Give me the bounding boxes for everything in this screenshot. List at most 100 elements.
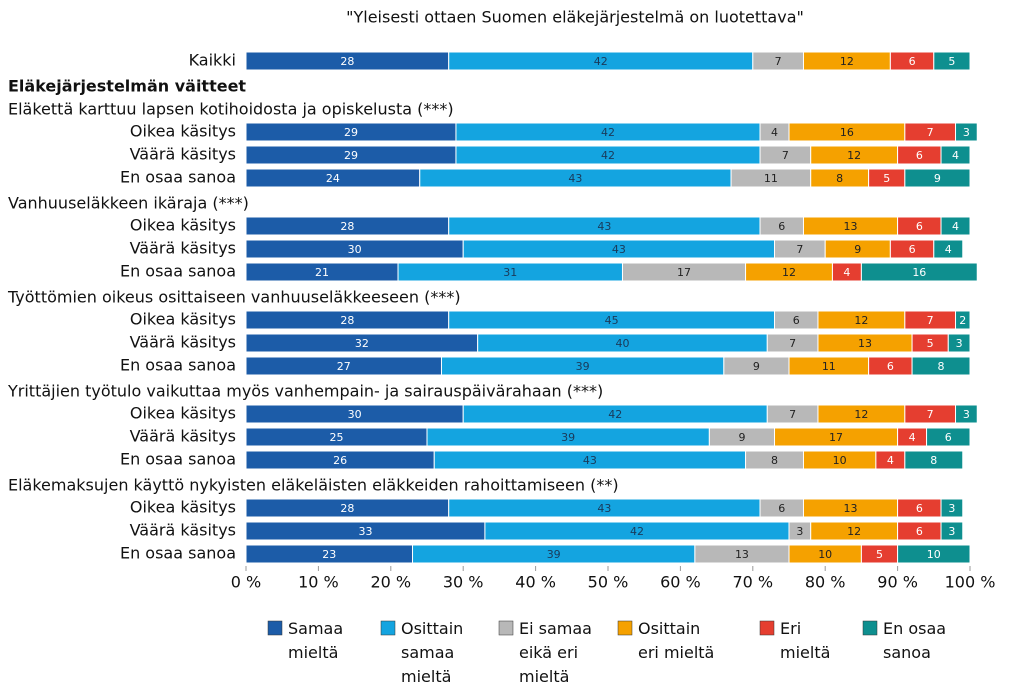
- value-label: 42: [601, 126, 615, 139]
- x-tick-label: 80 %: [805, 573, 846, 592]
- value-label: 40: [615, 337, 629, 350]
- value-label: 32: [355, 337, 369, 350]
- value-label: 5: [883, 172, 890, 185]
- legend-label: Osittain eri mieltä: [638, 619, 714, 662]
- legend-label: Eri mieltä: [780, 619, 830, 662]
- value-label: 3: [956, 337, 963, 350]
- legend-line: Osittain: [638, 619, 700, 638]
- value-label: 12: [840, 55, 854, 68]
- value-label: 39: [547, 548, 561, 561]
- legend-swatch: [862, 620, 878, 636]
- value-label: 43: [597, 502, 611, 515]
- value-label: 7: [927, 408, 934, 421]
- legend-line: eikä eri: [519, 643, 578, 662]
- legend-swatch: [380, 620, 396, 636]
- value-label: 28: [340, 55, 354, 68]
- x-tick-label: 30 %: [443, 573, 484, 592]
- value-label: 4: [771, 126, 778, 139]
- section-title: Eläkejärjestelmän väitteet: [8, 77, 246, 96]
- legend-line: Osittain: [401, 619, 463, 638]
- group-title: Eläkemaksujen käyttö nykyisten eläkeläis…: [8, 476, 619, 495]
- value-label: 28: [340, 314, 354, 327]
- row-label: Oikea käsitys: [130, 310, 236, 329]
- group-title: Työttömien oikeus osittaiseen vanhuuselä…: [7, 288, 461, 307]
- legend-swatch: [617, 620, 633, 636]
- value-label: 21: [315, 266, 329, 279]
- x-tick-label: 60 %: [660, 573, 701, 592]
- row-label: Kaikki: [189, 51, 236, 70]
- value-label: 2: [959, 314, 966, 327]
- value-label: 3: [796, 525, 803, 538]
- row-label: En osaa sanoa: [120, 450, 236, 469]
- value-label: 6: [887, 360, 894, 373]
- value-label: 31: [503, 266, 517, 279]
- legend-line: Eri: [780, 619, 801, 638]
- bar-segment: [933, 239, 964, 259]
- bar-segment: [926, 427, 971, 447]
- value-label: 5: [876, 548, 883, 561]
- value-label: 16: [912, 266, 926, 279]
- value-label: 42: [601, 149, 615, 162]
- x-tick-label: 50 %: [588, 573, 629, 592]
- value-label: 39: [561, 431, 575, 444]
- x-tick-label: 20 %: [370, 573, 411, 592]
- x-tick-label: 0 %: [231, 573, 261, 592]
- bar-segment: [940, 216, 971, 236]
- value-label: 10: [833, 454, 847, 467]
- value-label: 4: [887, 454, 894, 467]
- legend-line: eri mieltä: [638, 643, 714, 662]
- value-label: 8: [836, 172, 843, 185]
- row-label: Väärä käsitys: [130, 427, 236, 446]
- value-label: 13: [858, 337, 872, 350]
- value-label: 30: [348, 408, 362, 421]
- group-title: Vanhuuseläkkeen ikäraja (***): [8, 194, 249, 213]
- legend-line: Ei samaa: [519, 619, 592, 638]
- value-label: 6: [916, 149, 923, 162]
- value-label: 7: [782, 149, 789, 162]
- bar-segment: [947, 333, 971, 353]
- value-label: 33: [358, 525, 372, 538]
- row-label: Väärä käsitys: [130, 521, 236, 540]
- value-label: 6: [778, 502, 785, 515]
- value-label: 12: [782, 266, 796, 279]
- value-label: 3: [963, 408, 970, 421]
- value-label: 6: [793, 314, 800, 327]
- row-label: Väärä käsitys: [130, 145, 236, 164]
- value-label: 28: [340, 502, 354, 515]
- value-label: 6: [909, 55, 916, 68]
- value-label: 6: [916, 502, 923, 515]
- bar-segment: [860, 262, 978, 282]
- value-label: 7: [927, 314, 934, 327]
- bar-segment: [955, 122, 978, 142]
- value-label: 4: [952, 149, 959, 162]
- legend-line: samaa: [401, 643, 454, 662]
- value-label: 4: [945, 243, 952, 256]
- value-label: 24: [326, 172, 340, 185]
- value-label: 9: [738, 431, 745, 444]
- row-label: Väärä käsitys: [130, 239, 236, 258]
- value-label: 27: [337, 360, 351, 373]
- bar-segment: [955, 310, 971, 330]
- value-label: 43: [583, 454, 597, 467]
- group-title: Eläkettä karttuu lapsen kotihoidosta ja …: [8, 100, 454, 119]
- value-label: 10: [927, 548, 941, 561]
- value-label: 43: [568, 172, 582, 185]
- value-label: 42: [630, 525, 644, 538]
- value-label: 23: [322, 548, 336, 561]
- bar-segment: [940, 498, 964, 518]
- bar-segment: [897, 544, 971, 564]
- value-label: 43: [597, 220, 611, 233]
- value-label: 17: [829, 431, 843, 444]
- value-label: 13: [844, 220, 858, 233]
- legend-label: Samaa mieltä: [288, 619, 343, 662]
- value-label: 4: [843, 266, 850, 279]
- value-label: 13: [844, 502, 858, 515]
- bar-segment: [933, 51, 971, 71]
- value-label: 9: [934, 172, 941, 185]
- row-label: En osaa sanoa: [120, 262, 236, 281]
- value-label: 7: [789, 408, 796, 421]
- group-title: Yrittäjien työtulo vaikuttaa myös vanhem…: [7, 382, 603, 401]
- value-label: 29: [344, 126, 358, 139]
- value-label: 7: [789, 337, 796, 350]
- x-tick-label: 90 %: [877, 573, 918, 592]
